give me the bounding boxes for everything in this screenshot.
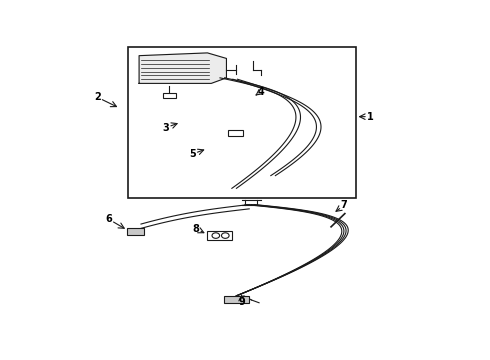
Text: 5: 5 <box>189 149 196 159</box>
Text: 9: 9 <box>238 297 245 307</box>
Circle shape <box>221 233 229 238</box>
Text: 3: 3 <box>162 123 169 133</box>
Bar <box>207 231 232 240</box>
FancyBboxPatch shape <box>224 296 249 303</box>
FancyBboxPatch shape <box>127 228 144 235</box>
Polygon shape <box>139 53 226 84</box>
Circle shape <box>212 233 220 238</box>
Text: 7: 7 <box>341 201 347 210</box>
Text: 1: 1 <box>368 112 374 122</box>
Text: 2: 2 <box>94 92 101 102</box>
Text: 4: 4 <box>257 87 264 97</box>
Text: 6: 6 <box>105 214 112 224</box>
Bar <box>163 93 176 98</box>
FancyBboxPatch shape <box>228 130 243 136</box>
Text: 8: 8 <box>193 224 199 234</box>
Bar <box>128 48 356 198</box>
